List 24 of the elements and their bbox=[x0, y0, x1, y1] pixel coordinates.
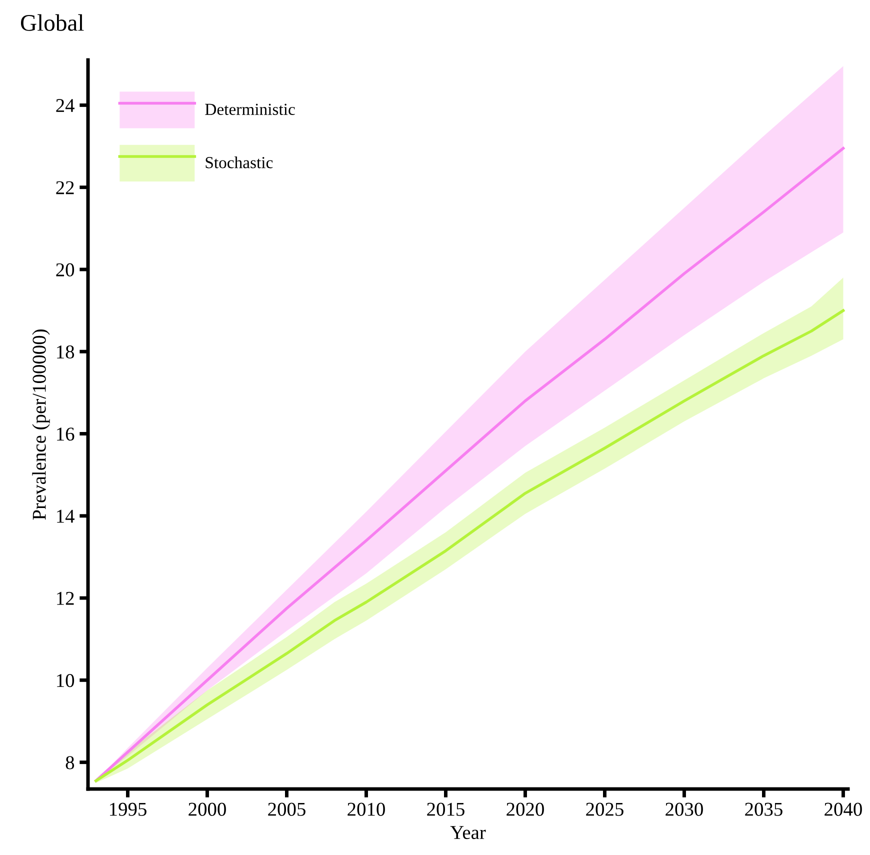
y-tick-label: 24 bbox=[56, 99, 74, 112]
x-tick-label: 2020 bbox=[506, 802, 544, 816]
legend-label: Deterministic bbox=[205, 104, 295, 115]
x-axis-title: Year bbox=[450, 826, 486, 840]
legend-label: Stochastic bbox=[206, 156, 273, 168]
y-axis-title: Prevalence (per/100000) bbox=[32, 330, 50, 520]
x-tick-label: 2010 bbox=[348, 802, 385, 816]
y-tick-label: 16 bbox=[57, 428, 74, 441]
y-tick-label: 12 bbox=[57, 592, 74, 605]
x-tick-label: 1995 bbox=[110, 802, 146, 816]
x-tick-label: 2000 bbox=[188, 802, 226, 816]
y-tick-label: 20 bbox=[56, 263, 74, 276]
y-tick-label: 22 bbox=[56, 181, 74, 194]
x-tick-label: 2015 bbox=[427, 802, 464, 816]
y-tick-label: 10 bbox=[57, 674, 74, 688]
x-tick-label: 2005 bbox=[268, 802, 306, 816]
x-tick-label: 2030 bbox=[666, 802, 703, 816]
x-tick-label: 2025 bbox=[586, 802, 624, 816]
y-tick-label: 8 bbox=[66, 756, 74, 770]
x-tick-label: 2035 bbox=[745, 802, 782, 816]
x-tick-label: 2040 bbox=[824, 802, 862, 816]
y-tick-label: 18 bbox=[57, 345, 74, 359]
y-tick-label: 14 bbox=[57, 510, 74, 523]
chart-title: Global bbox=[20, 14, 84, 31]
